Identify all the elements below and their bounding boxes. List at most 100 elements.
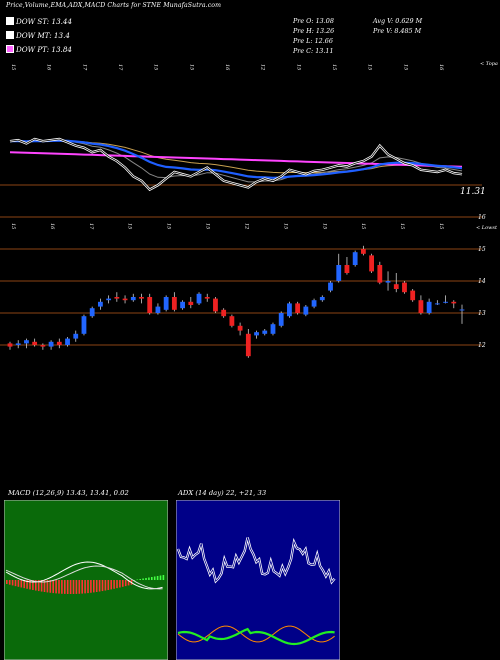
stat-prev-low: Pre L: 12.66 — [293, 37, 333, 45]
date-tick-label: 12 — [243, 223, 249, 229]
macd-hist-bar — [20, 580, 23, 588]
macd-title: MACD (12,26,9) 13.43, 13.41, 0.02 — [8, 489, 129, 497]
candle-body — [147, 297, 153, 313]
date-tick-label: 15 — [188, 64, 194, 70]
macd-hist-bar — [127, 580, 130, 586]
date-tick-label: 15 — [10, 64, 16, 70]
candle-body — [434, 303, 440, 305]
candle-body — [451, 301, 457, 304]
ema-panel: < Topa 15 16 17 17 15 15 16 12 15 15 15 15 16 11.31 — [0, 61, 498, 218]
macd-hist-bar — [98, 580, 101, 592]
candle-body — [278, 313, 284, 326]
date-tick-label: 17 — [88, 223, 94, 230]
macd-hist-bar — [116, 580, 118, 589]
macd-hist-bar — [26, 580, 28, 589]
stat-prev-close: Pre C: 13.11 — [293, 47, 334, 55]
candle-body — [180, 301, 185, 309]
macd-hist-bar — [133, 580, 136, 581]
macd-hist-bar — [156, 576, 159, 580]
candle-body — [40, 345, 46, 347]
macd-hist-bar — [64, 580, 66, 594]
macd-hist-bar — [72, 580, 75, 594]
macd-hist-bar — [119, 580, 121, 588]
candle-body — [295, 303, 301, 313]
date-tick-label: 15 — [367, 64, 373, 70]
macd-panel — [4, 500, 168, 660]
candle-body — [229, 316, 235, 326]
legend-swatch-icon — [6, 45, 14, 53]
macd-hist-bar — [107, 580, 110, 590]
candle-body — [360, 249, 366, 254]
candle-body — [426, 301, 432, 313]
macd-hist-bar — [37, 580, 40, 592]
ema-long-line — [9, 151, 463, 168]
candle-body — [369, 255, 374, 272]
candle-body — [171, 297, 177, 310]
candle-panel: < Lowst 16 15 14 13 12 15 16 17 15 15 15 12 15 1… — [0, 214, 498, 358]
legend-dow-mt: DOW MT: 13.4 — [6, 31, 70, 40]
date-tick-label: 15 — [205, 223, 211, 229]
macd-hist-bar — [35, 580, 37, 591]
date-tick-label: 17 — [117, 64, 123, 71]
macd-hist-bar — [93, 580, 95, 593]
candle-body — [163, 297, 169, 310]
macd-hist-bar — [84, 580, 86, 594]
candle-body — [204, 297, 210, 299]
macd-hist-bar — [159, 575, 162, 580]
date-tick-label: 15 — [331, 64, 337, 70]
date-tick-label: 15 — [438, 223, 444, 229]
macd-hist-bar — [29, 580, 31, 590]
macd-hist-bar — [58, 580, 60, 594]
stat-avg-volume: Avg V: 0.629 M — [373, 17, 423, 25]
macd-hist-bar — [90, 580, 92, 593]
candle-body — [81, 316, 87, 334]
legend-dow-pt: DOW PT: 13.84 — [6, 45, 72, 54]
macd-hist-bar — [104, 580, 107, 591]
price-line-core — [9, 138, 463, 191]
stat-prev-high: Pre H: 13.26 — [293, 27, 335, 35]
macd-hist-bar — [162, 575, 165, 580]
candle-body — [352, 252, 358, 265]
date-tick-label: 15 — [295, 64, 301, 70]
macd-hist-bar — [148, 577, 150, 580]
candle-body — [237, 325, 243, 331]
macd-hist-bar — [81, 580, 83, 594]
candle-body — [155, 306, 161, 313]
candle-body — [56, 341, 62, 345]
main-chart: < Topa 15 16 17 17 15 15 16 12 15 15 15 15 16 11.31 … — [0, 61, 498, 358]
candle-body — [402, 282, 407, 293]
macd-hist-bar — [69, 580, 72, 594]
candle-body — [188, 301, 194, 305]
candle-body — [221, 309, 227, 317]
chart-title: Price,Volume,EMA,ADX,MACD Charts for STN… — [6, 2, 222, 9]
legend-dow-st: DOW ST: 13.44 — [6, 17, 72, 26]
stat-prev-volume: Pre V: 8.485 M — [373, 27, 422, 35]
date-tick-label: 15 — [402, 64, 408, 70]
legend-label: DOW PT: 13.84 — [16, 45, 72, 54]
candle-body — [336, 265, 342, 281]
candle-body — [98, 301, 103, 307]
macd-hist-bar — [110, 580, 112, 590]
macd-line — [5, 561, 163, 590]
candle-body — [287, 303, 292, 317]
candle-body — [130, 297, 136, 301]
candle-body — [122, 298, 128, 301]
candle-body — [393, 284, 399, 289]
macd-hist-bar — [113, 580, 115, 589]
legend-swatch-icon — [6, 17, 14, 25]
date-tick-label: 15 — [166, 223, 172, 229]
macd-hist-bar — [122, 580, 124, 587]
macd-hist-bar — [75, 580, 78, 594]
macd-hist-bar — [52, 580, 54, 594]
date-tick-label: 17 — [81, 64, 87, 71]
candle-body — [114, 297, 120, 299]
candle-body — [410, 290, 416, 301]
date-tick-label: 15 — [153, 64, 159, 70]
candle-body — [139, 297, 144, 299]
macd-hist-bar — [11, 580, 14, 586]
date-tick-label: 16 — [49, 223, 55, 230]
adx-plus-di-line — [177, 627, 335, 646]
candle-body — [319, 297, 325, 301]
adx-background — [176, 500, 340, 660]
ema-mid2-line — [9, 139, 463, 183]
